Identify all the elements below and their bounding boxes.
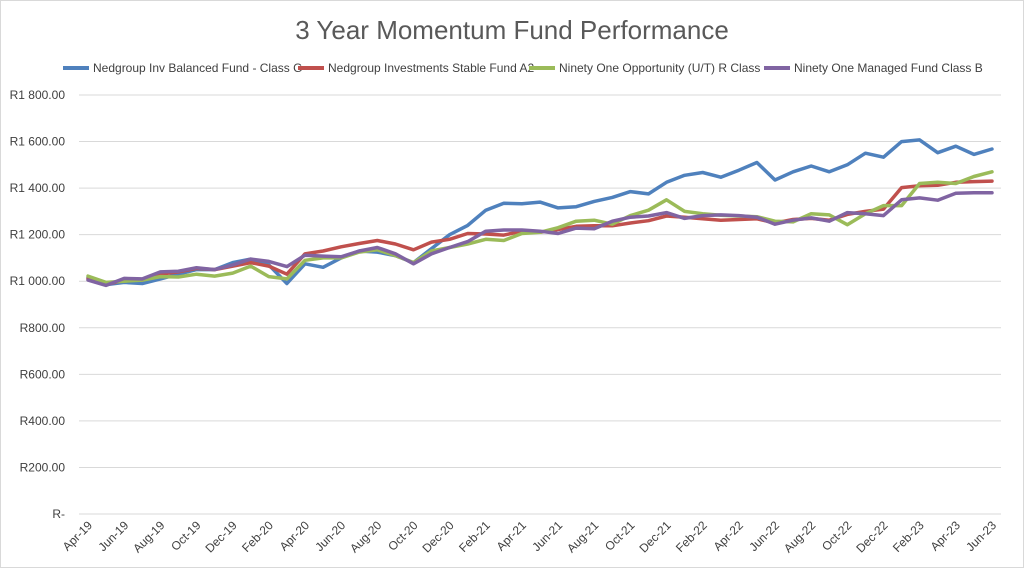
legend-label: Ninety One Managed Fund Class B	[794, 61, 983, 75]
x-tick-label: Dec-20	[419, 518, 456, 555]
y-tick-label: R200.00	[20, 460, 66, 474]
legend-label: Nedgroup Inv Balanced Fund - Class G	[93, 61, 302, 75]
x-tick-label: Apr-20	[277, 518, 313, 554]
x-tick-label: Jun-21	[529, 518, 565, 554]
x-tick-label: Dec-22	[853, 518, 890, 555]
x-tick-label: Aug-22	[781, 518, 818, 555]
x-tick-label: Feb-20	[239, 518, 276, 555]
legend-item: Nedgroup Inv Balanced Fund - Class G	[63, 61, 302, 75]
x-tick-label: Dec-19	[203, 518, 240, 555]
x-tick-label: Oct-22	[819, 518, 855, 554]
x-tick-label: Apr-21	[494, 518, 530, 554]
x-tick-label: Aug-20	[347, 518, 384, 555]
x-tick-label: Apr-19	[60, 518, 96, 554]
y-tick-label: R800.00	[20, 321, 66, 335]
x-tick-label: Jun-22	[746, 518, 782, 554]
y-tick-label: R400.00	[20, 414, 66, 428]
x-tick-label: Jun-23	[963, 518, 999, 554]
legend: Nedgroup Inv Balanced Fund - Class G Ned…	[63, 61, 983, 75]
series-line-4	[86, 191, 994, 288]
y-tick-label: R-	[52, 507, 65, 521]
x-tick-label: Dec-21	[636, 518, 673, 555]
y-axis: R1 800.00 R1 600.00 R1 400.00 R1 200.00 R1 0…	[10, 88, 66, 521]
chart-title: 3 Year Momentum Fund Performance	[295, 15, 729, 45]
plot-area	[86, 138, 994, 288]
y-tick-label: R1 600.00	[10, 135, 66, 149]
x-tick-label: Feb-23	[890, 518, 927, 555]
x-tick-label: Aug-19	[130, 518, 167, 555]
y-tick-label: R1 200.00	[10, 228, 66, 242]
x-tick-label: Aug-21	[564, 518, 601, 555]
gridlines	[79, 94, 1001, 515]
y-tick-label: R1 800.00	[10, 88, 66, 102]
x-tick-label: Apr-22	[711, 518, 747, 554]
x-tick-label: Oct-20	[385, 518, 421, 554]
x-tick-label: Feb-21	[456, 518, 493, 555]
x-tick-label: Oct-21	[602, 518, 638, 554]
legend-item: Ninety One Managed Fund Class B	[764, 61, 983, 75]
x-tick-label: Jun-20	[312, 518, 348, 554]
y-tick-label: R600.00	[20, 367, 66, 381]
legend-item: Ninety One Opportunity (U/T) R Class	[529, 61, 760, 75]
legend-label: Nedgroup Investments Stable Fund A2	[328, 61, 534, 75]
y-tick-label: R1 000.00	[10, 274, 66, 288]
x-tick-label: Apr-23	[928, 518, 964, 554]
legend-item: Nedgroup Investments Stable Fund A2	[298, 61, 534, 75]
x-tick-label: Feb-22	[673, 518, 710, 555]
legend-label: Ninety One Opportunity (U/T) R Class	[559, 61, 760, 75]
x-tick-label: Jun-19	[95, 518, 131, 554]
x-tick-label: Oct-19	[168, 518, 204, 554]
y-tick-label: R1 400.00	[10, 181, 66, 195]
